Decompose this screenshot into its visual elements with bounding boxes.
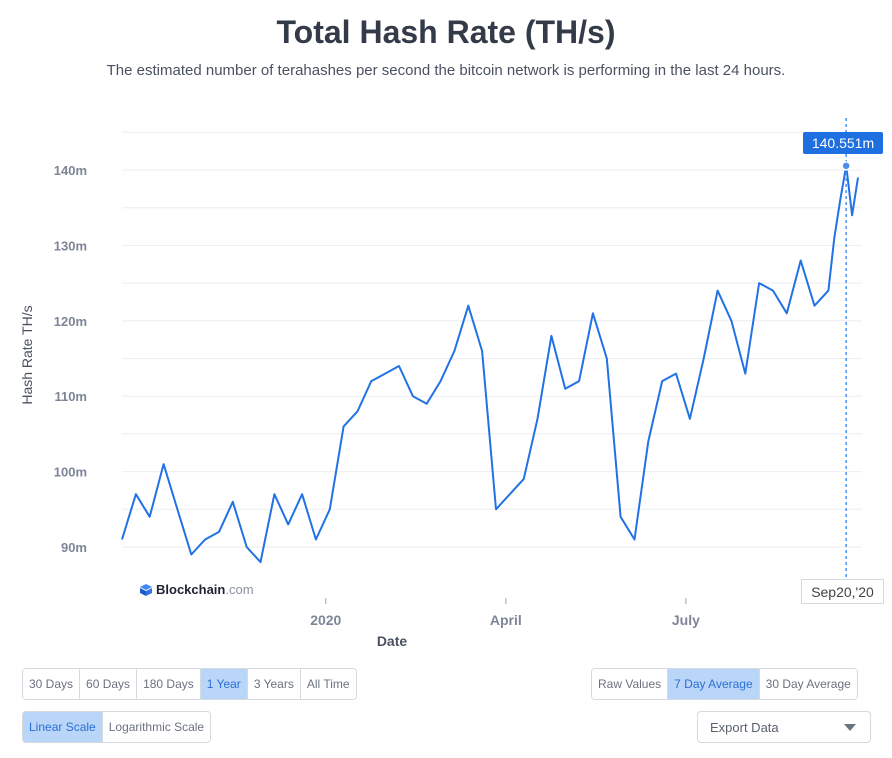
range-60-days-button[interactable]: 60 Days [80,669,138,699]
x-tick-label: April [490,612,522,628]
logarithmic-scale-button[interactable]: Logarithmic Scale [102,712,211,742]
export-data-dropdown[interactable]: Export Data [697,711,871,743]
average-selector: Raw Values 7 Day Average 30 Day Average [591,668,858,700]
range-30-days-button[interactable]: 30 Days [23,669,81,699]
range-selector: 30 Days 60 Days 180 Days 1 Year 3 Years … [22,668,357,700]
y-tick-label: 110m [54,389,87,404]
raw-values-button[interactable]: Raw Values [592,669,669,699]
y-tick-label: 90m [61,540,87,555]
scale-selector: Linear Scale Logarithmic Scale [22,711,212,743]
page-title: Total Hash Rate (TH/s) [276,14,616,50]
series-line [121,164,859,564]
hash-rate-chart: 90m 100m 110m 120m 130m 140m 2020 April July Date… [19,118,862,649]
x-tick-label: July [672,612,700,628]
tooltip-value: 140.551m [803,132,883,154]
range-180-days-button[interactable]: 180 Days [137,669,201,699]
x-tick-label: 2020 [310,612,341,628]
blockchain-logo-icon [140,583,152,596]
brand-suffix: .com [225,582,254,597]
range-3-years-button[interactable]: 3 Years [247,669,301,699]
y-tick-label: 120m [54,314,87,329]
data-point [841,161,851,171]
range-1-year-button[interactable]: 1 Year [200,669,248,699]
page-subtitle: The estimated number of terahashes per s… [106,62,786,79]
y-tick-label: 100m [54,465,87,480]
range-all-time-button[interactable]: All Time [300,669,356,699]
tooltip-date: Sep20,'20 [801,579,884,604]
y-tick-label: 130m [54,238,87,253]
x-axis-title: Date [377,633,408,649]
blockchain-logo: Blockchain .com [140,582,254,597]
y-axis-title: Hash Rate TH/s [19,305,35,404]
export-data-label: Export Data [710,720,779,735]
chevron-down-icon [844,724,856,731]
y-tick-label: 140m [54,163,87,178]
thirty-day-average-button[interactable]: 30 Day Average [759,669,857,699]
brand-name: Blockchain [156,582,226,597]
linear-scale-button[interactable]: Linear Scale [23,712,103,742]
seven-day-average-button[interactable]: 7 Day Average [668,669,760,699]
